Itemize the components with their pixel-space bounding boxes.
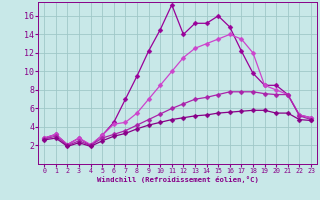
X-axis label: Windchill (Refroidissement éolien,°C): Windchill (Refroidissement éolien,°C) [97,176,259,183]
